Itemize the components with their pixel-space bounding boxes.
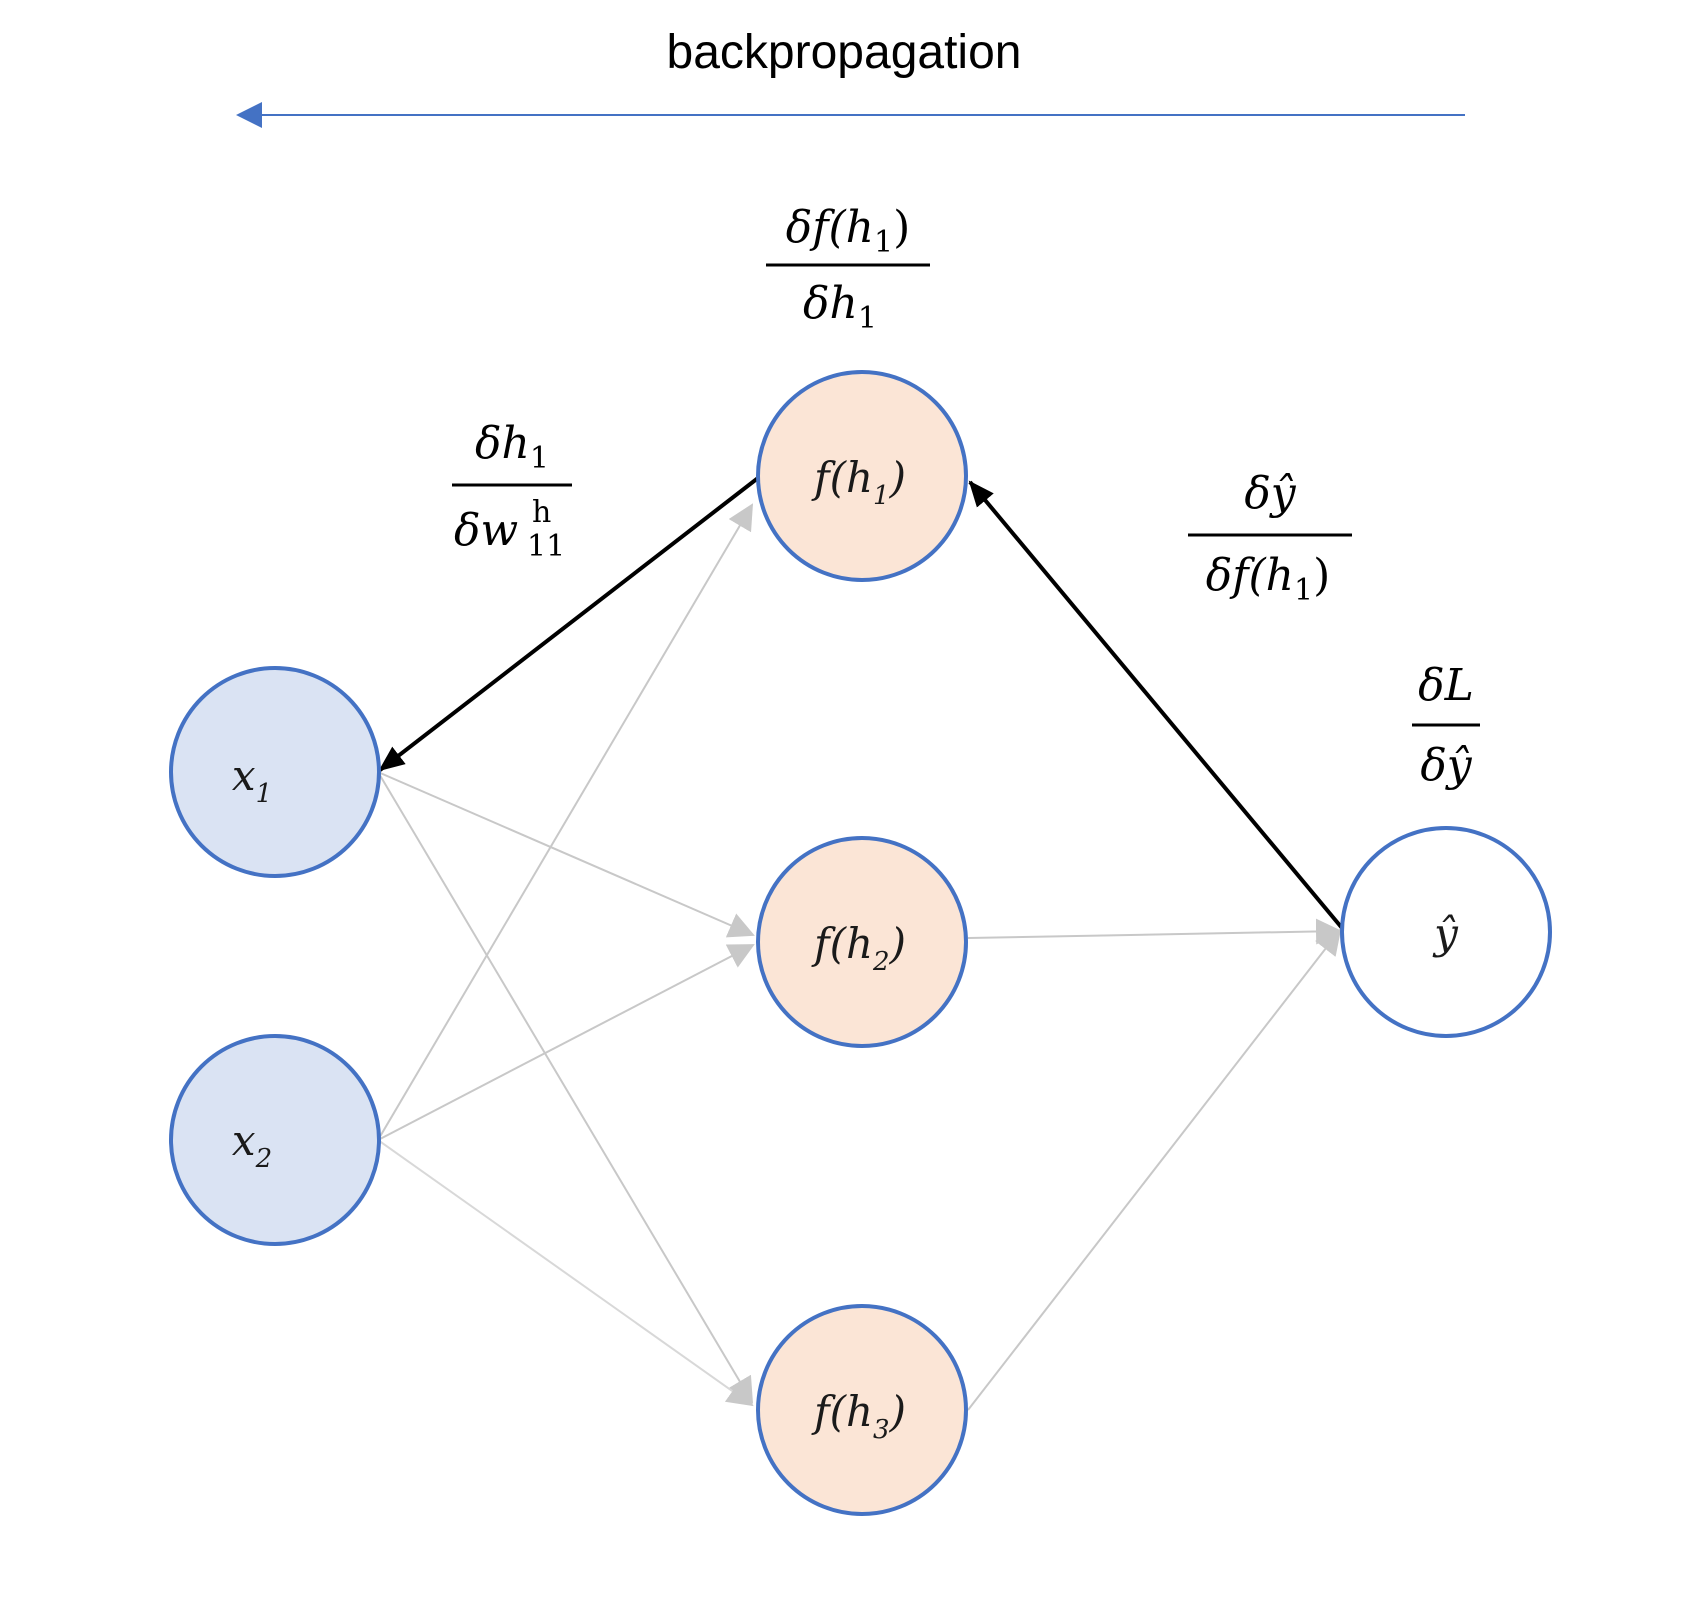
g2-denominator: δw xyxy=(454,505,518,556)
h3-sub: 3 xyxy=(873,1415,890,1445)
edge-x1-h3 xyxy=(377,771,754,1404)
h2-base: f(h xyxy=(811,919,873,968)
output-node-yhat: ŷ xyxy=(1340,826,1552,1038)
edge-h3-yhat xyxy=(967,928,1342,1411)
svg-text:x1: x1 xyxy=(232,751,272,809)
forward-edges xyxy=(377,503,1342,1411)
edge-yhat-h1 xyxy=(968,480,1344,930)
h1-close: ) xyxy=(889,453,906,502)
g3-denominator: δf(h1) xyxy=(1206,550,1331,608)
h2-close: ) xyxy=(889,919,906,968)
backprop-direction-arrow xyxy=(236,102,1465,128)
backprop-edges xyxy=(378,476,1344,930)
gradient-dh1-dw11: δh1 δw h 11 xyxy=(452,418,572,564)
g3-numerator: δŷ xyxy=(1244,468,1296,519)
h3-base: f(h xyxy=(811,1387,873,1436)
g4-numerator: δL xyxy=(1418,660,1474,711)
svg-text:f(h3): f(h3) xyxy=(811,1387,906,1445)
hidden-node-h3: f(h3) xyxy=(756,1304,968,1516)
h3-close: ) xyxy=(889,1387,906,1436)
edge-x1-h2 xyxy=(377,771,755,938)
diagram-title: backpropagation xyxy=(667,26,1022,79)
gradient-df-dh1: δf(h1) δh1 xyxy=(766,202,930,336)
svg-text:f(h2): f(h2) xyxy=(811,919,906,977)
svg-text:x2: x2 xyxy=(232,1116,272,1174)
edge-x2-h1 xyxy=(377,503,754,1141)
h1-sub: 1 xyxy=(873,481,890,511)
x1-sub: 1 xyxy=(256,779,273,809)
edge-h1-x1 xyxy=(378,476,760,772)
edge-x2-h3 xyxy=(377,1139,754,1407)
h1-base: f(h xyxy=(811,453,873,502)
x1-base: x xyxy=(232,751,256,800)
edge-x2-h2 xyxy=(377,944,755,1141)
gradient-dyhat-dfh1: δŷ δf(h1) xyxy=(1188,468,1352,608)
hidden-node-h2: f(h2) xyxy=(756,836,968,1048)
gradient-dL-dyhat: δL δŷ xyxy=(1412,660,1480,791)
g2-den-superscript: h xyxy=(532,495,551,530)
edge-h2-yhat xyxy=(967,918,1342,945)
input-node-x1: x1 xyxy=(169,666,381,878)
g1-numerator: δf(h1) xyxy=(786,202,911,260)
g2-den-subscript: 11 xyxy=(527,529,565,564)
input-node-x2: x2 xyxy=(169,1034,381,1246)
h2-sub: 2 xyxy=(872,947,890,977)
g1-denominator: δh1 xyxy=(803,278,877,336)
svg-text:f(h1): f(h1) xyxy=(811,453,906,511)
x2-base: x xyxy=(232,1116,256,1165)
yhat-label: ŷ xyxy=(1432,909,1459,958)
hidden-node-h1: f(h1) xyxy=(756,370,968,582)
g2-numerator: δh1 xyxy=(475,418,549,476)
g4-denominator: δŷ xyxy=(1420,740,1472,791)
x2-sub: 2 xyxy=(255,1144,273,1174)
